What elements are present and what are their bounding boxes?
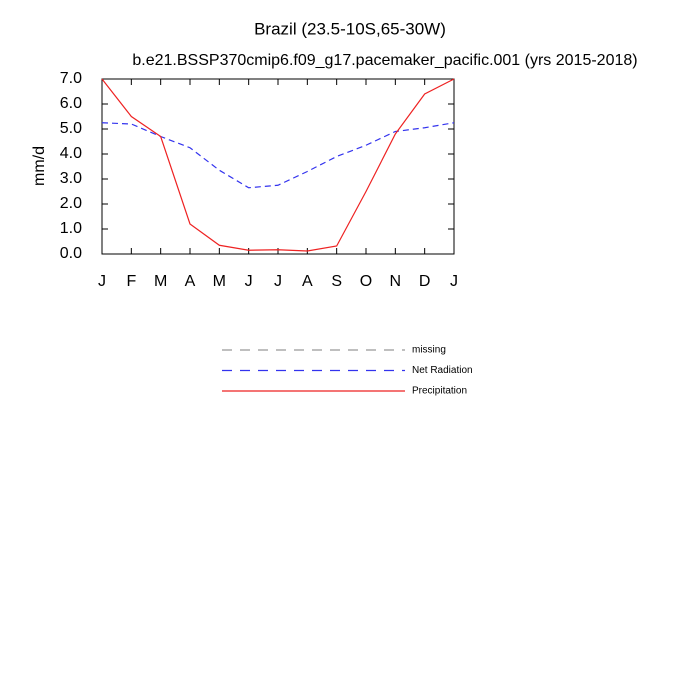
chart-subtitle: b.e21.BSSP370cmip6.f09_g17.pacemaker_pac… <box>132 52 637 69</box>
series-line <box>101 78 455 252</box>
x-tick-label: A <box>302 273 313 290</box>
legend-label: Precipitation <box>412 386 467 397</box>
x-tick-label: J <box>245 273 253 290</box>
y-tick-label: 5.0 <box>60 120 82 137</box>
y-axis-label: mm/d <box>31 146 48 186</box>
legend-label: Net Radiation <box>412 365 473 376</box>
x-tick-label: J <box>450 273 458 290</box>
x-tick-label: A <box>185 273 196 290</box>
x-tick-label: S <box>331 273 342 290</box>
y-tick-label: 7.0 <box>60 70 82 87</box>
y-tick-label: 2.0 <box>60 195 82 212</box>
x-tick-label: N <box>390 273 402 290</box>
x-tick-label: J <box>274 273 282 290</box>
x-tick-label: F <box>126 273 136 290</box>
y-tick-label: 1.0 <box>60 220 82 237</box>
y-tick-label: 0.0 <box>60 245 82 262</box>
plot-frame <box>101 78 455 255</box>
x-tick-label: M <box>213 273 226 290</box>
x-tick-label: J <box>98 273 106 290</box>
x-tick-label: M <box>154 273 167 290</box>
y-tick-label: 6.0 <box>60 95 82 112</box>
x-tick-label: O <box>360 273 372 290</box>
y-tick-label: 4.0 <box>60 145 82 162</box>
chart-title: Brazil (23.5-10S,65-30W) <box>254 19 446 38</box>
legend-label: missing <box>412 345 446 356</box>
x-tick-label: D <box>419 273 431 290</box>
y-tick-label: 3.0 <box>60 170 82 187</box>
